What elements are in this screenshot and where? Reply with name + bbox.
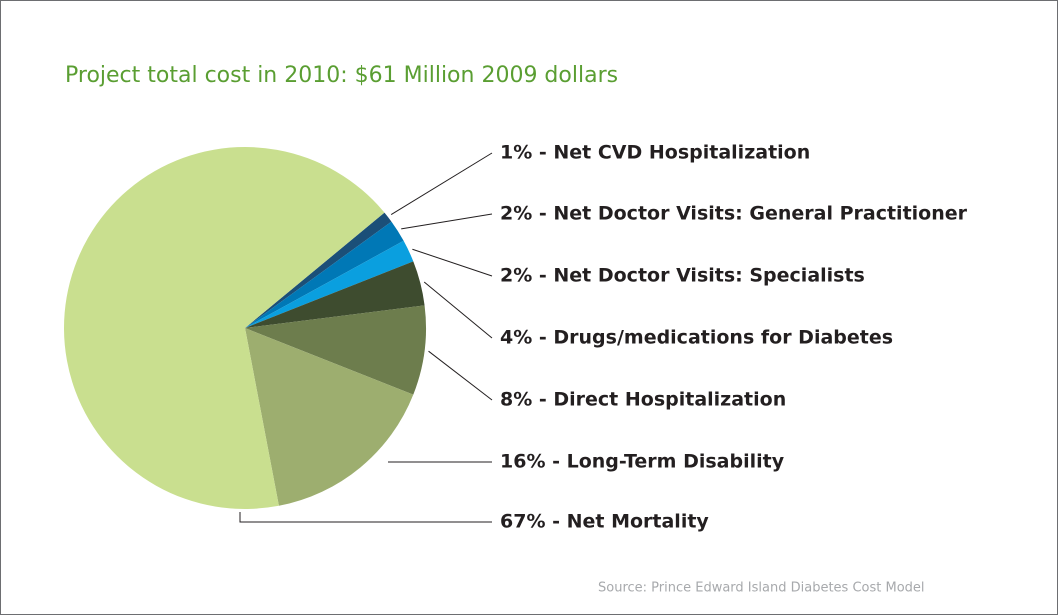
slice-label: 4% - Drugs/medications for Diabetes: [500, 327, 893, 349]
pie-slice: [245, 328, 414, 506]
pie-slice: [64, 147, 385, 510]
slice-label: 67% - Net Mortality: [500, 511, 709, 533]
slice-label: 8% - Direct Hospitalization: [500, 389, 786, 411]
pie-slice: [245, 261, 425, 328]
chart-title: Project total cost in 2010: $61 Million …: [65, 63, 618, 88]
leader-line: [412, 248, 493, 277]
leader-line: [428, 350, 493, 401]
leader-line: [390, 152, 493, 216]
pie-slice: [245, 305, 427, 395]
slice-label: 2% - Net Doctor Visits: General Practiti…: [500, 203, 968, 225]
pie-slice: [245, 240, 414, 328]
slice-label: 16% - Long-Term Disability: [500, 451, 785, 473]
leader-line: [423, 281, 493, 339]
leader-line: [401, 213, 493, 230]
slice-label: 2% - Net Doctor Visits: Specialists: [500, 265, 865, 287]
leader-line: [239, 512, 492, 523]
pie-slice: [245, 212, 392, 328]
source-note: Source: Prince Edward Island Diabetes Co…: [598, 581, 925, 596]
slice-label: 1% - Net CVD Hospitalization: [500, 142, 810, 164]
pie-slice: [245, 221, 404, 328]
